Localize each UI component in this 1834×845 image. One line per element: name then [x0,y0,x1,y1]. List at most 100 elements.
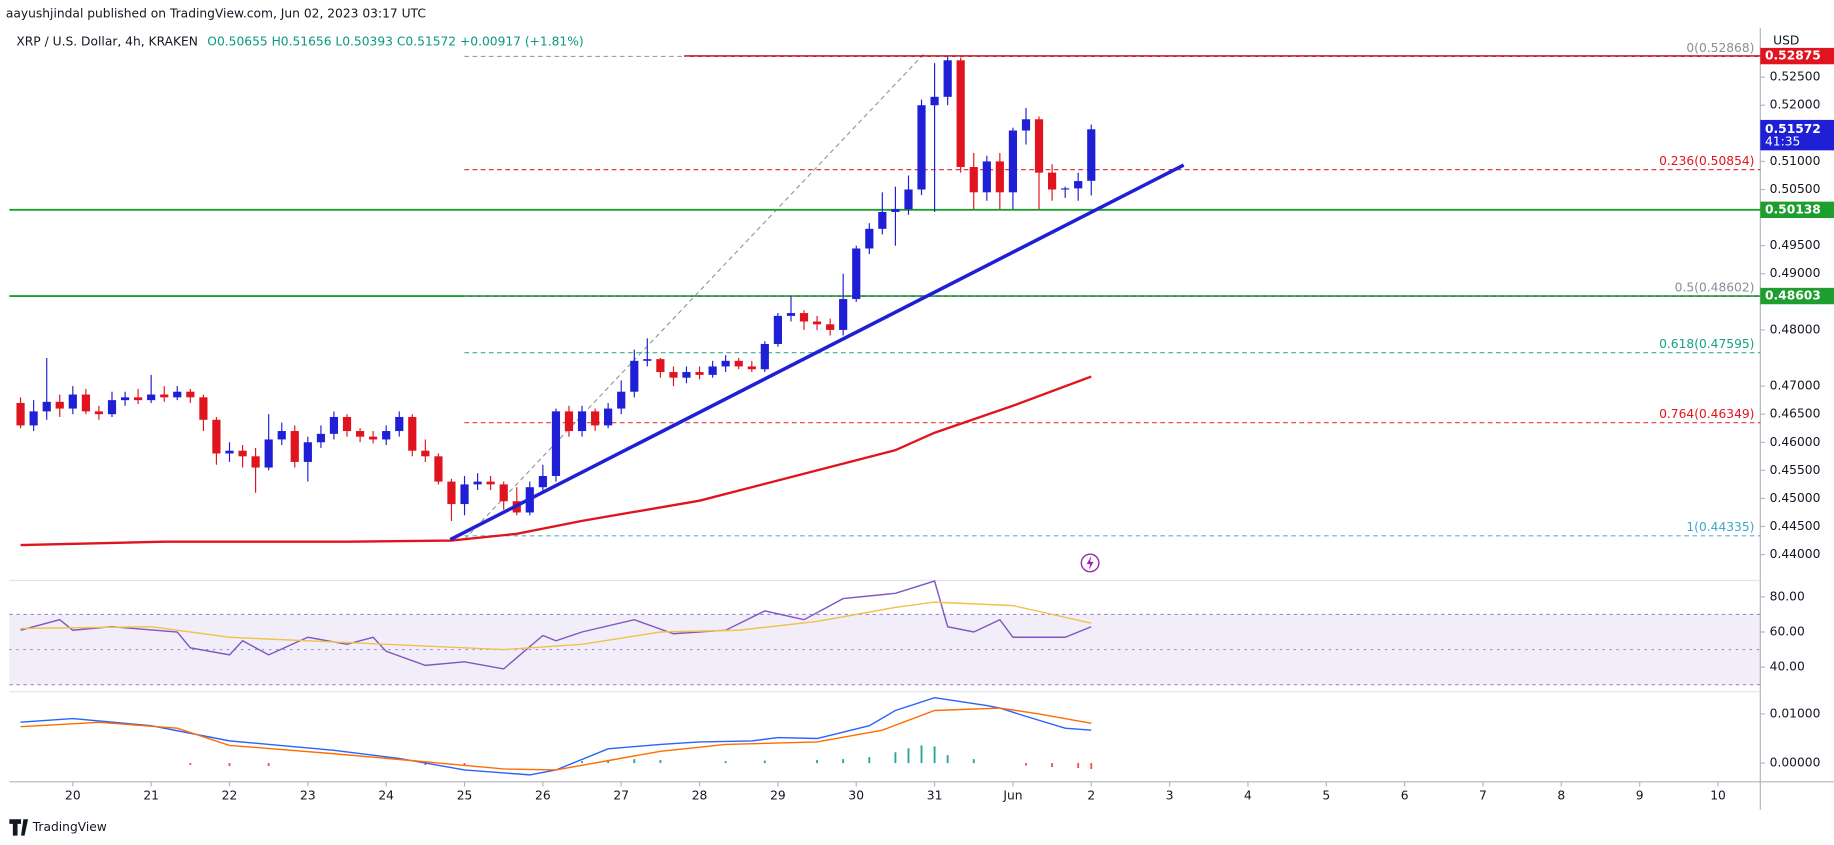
x-tick-label: 5 [1322,788,1330,802]
histogram-bar [659,760,662,764]
x-tick-label: 3 [1166,788,1174,802]
event-icon-bolt [1086,555,1094,570]
candle-body [969,167,978,193]
histogram-bar [946,755,949,764]
candle-body [120,397,130,401]
x-tick-label: 29 [770,788,786,802]
marks: 0.52500 0.52000 0.51000 0.50500 0.49500 0.490… [9,41,1834,802]
histogram-bar [581,761,583,764]
y-tick-label: 0.45000 [1770,491,1821,505]
event-icon[interactable] [1080,553,1100,573]
histogram-bar [972,759,975,764]
candle-body [577,411,587,432]
candle-body [186,391,195,398]
currency-label: USD [1773,33,1799,47]
fib-label: 0.764(0.46349) [1659,407,1754,421]
candle-body [852,248,861,300]
x-tick-label: 25 [457,788,473,802]
candle-body [669,372,678,378]
candle-body [1021,119,1031,131]
histogram-bar [816,760,819,764]
candle-body [617,391,626,409]
price-label-box [1760,47,1834,65]
y-tick-label: 0.45500 [1770,463,1821,477]
y-tick-label: 0.46000 [1770,435,1821,449]
x-tick-label: Jun [1002,788,1022,802]
candle-body [342,416,352,432]
candle-body [839,299,848,330]
candle-body [316,433,326,443]
x-tick-label: 10 [1710,788,1726,802]
candle-body [199,397,208,420]
candle-body [564,411,574,432]
x-tick-label: 8 [1557,788,1565,802]
candle-body [251,456,260,468]
histogram-bar [920,745,923,764]
candle-body [277,431,286,440]
candle-body [290,431,299,462]
candle-body [878,211,887,229]
candle-body [656,359,665,373]
candle-body [408,416,417,451]
candle-body [160,394,169,398]
histogram-bar [633,759,636,764]
candle-body [1034,119,1044,173]
histogram-bar [607,760,610,764]
y-tick-label: 0.00000 [1770,756,1821,770]
candle-body [995,161,1004,193]
candle-body [891,209,900,212]
rsi-band [9,614,1761,685]
candle-body [930,96,939,106]
candle-body [447,481,456,505]
candle-body [356,431,365,437]
candle-body [799,313,809,322]
fib-label: 0.618(0.47595) [1659,337,1754,351]
histogram-bar [907,748,910,764]
x-tick-label: 20 [65,788,81,802]
indicator-line [20,707,1092,771]
candle-body [55,401,64,409]
indicator-line [20,580,1092,670]
histogram-bar [842,759,845,764]
y-tick-label: 80.00 [1770,589,1805,603]
y-tick-label: 0.46500 [1770,407,1821,421]
y-tick-label: 0.49000 [1770,266,1821,280]
candle-body [29,411,38,426]
x-tick-label: 26 [535,788,551,802]
candle-body [107,400,117,415]
histogram-bar [189,763,192,766]
histogram-bar [267,763,270,767]
candle-body [499,484,508,502]
candle-body [395,416,404,432]
candle-body [760,343,769,370]
candle-body [591,411,600,426]
candle-body [94,411,103,415]
y-tick-label: 0.52500 [1770,70,1821,84]
candle-body [212,419,221,454]
fib-trend-line [463,53,925,540]
candle-body [865,228,874,249]
histogram-bar [1077,763,1080,768]
candle-body [303,442,312,462]
indicator-line [20,601,1092,651]
y-tick-label: 0.48000 [1770,322,1821,336]
last-price-label: 0.51572 [1765,122,1821,136]
y-tick-label: 0.49500 [1770,238,1821,252]
candle-body [721,360,730,367]
price-label-box [1760,201,1834,219]
candle-body [1087,129,1096,181]
ohlc-summary: O0.50655 H0.51656 L0.50393 C0.51572 +0.0… [207,35,583,49]
price-label: 0.52875 [1765,49,1821,63]
candle-body [982,161,991,193]
histogram-bar [1090,763,1093,769]
candle-body [643,359,652,361]
x-tick-label: 7 [1479,788,1487,802]
x-tick-label: 2 [1087,788,1095,802]
histogram-bar [1051,763,1054,768]
candle-body [943,60,952,97]
candle-body [421,450,430,457]
moving-average [20,375,1092,547]
fib-label: 1(0.44335) [1686,520,1754,534]
price-label: 0.48603 [1765,289,1821,303]
